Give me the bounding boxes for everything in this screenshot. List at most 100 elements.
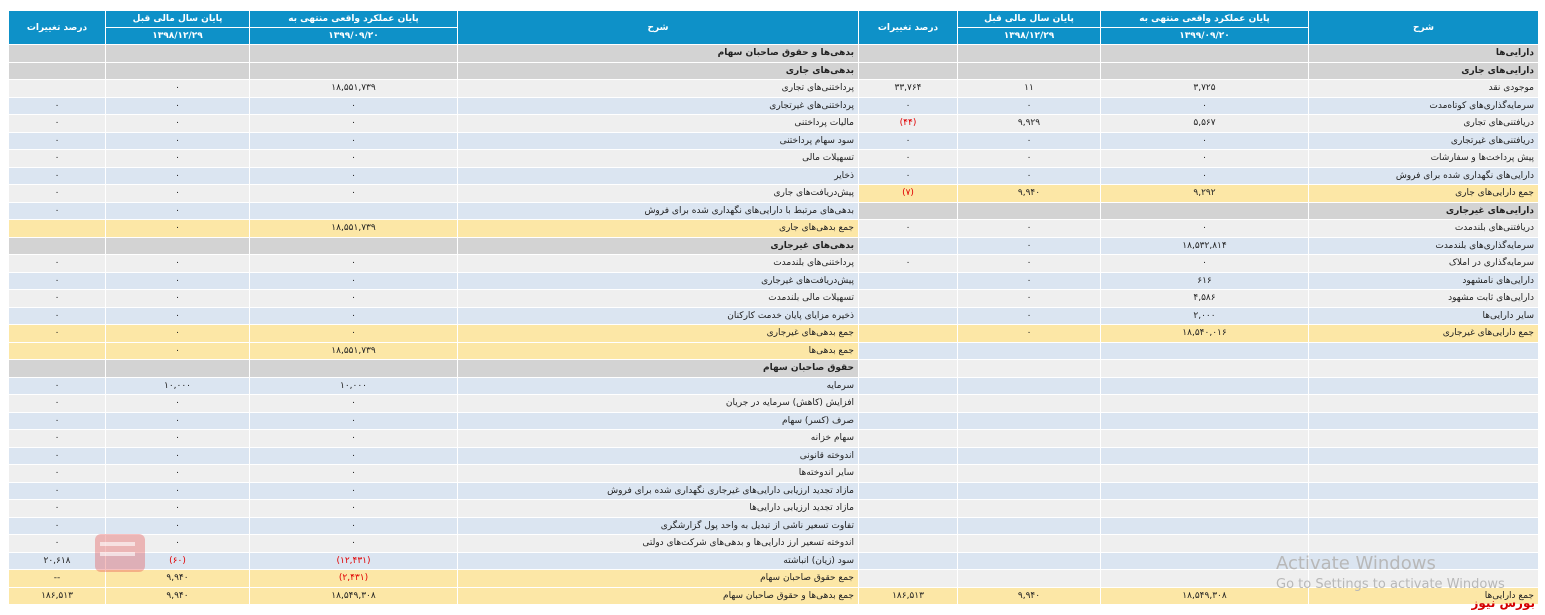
cell-value: ۰ — [175, 538, 180, 549]
value-cell: ۳,۷۲۵ — [1100, 79, 1309, 98]
cell-value: ۰ — [54, 153, 60, 164]
cell-value: ۹,۹۴۰ — [1017, 590, 1041, 601]
watermark-title: Activate Windows — [1276, 553, 1436, 574]
value-cell — [1100, 376, 1309, 395]
value-cell: ۱۸,۵۴۰,۰۱۶ — [1100, 324, 1309, 343]
value-cell: ۰ — [8, 446, 106, 465]
row-label — [1308, 464, 1539, 483]
section-label: دارایی‌های جاری — [1308, 61, 1539, 80]
cell-value: ۰ — [54, 503, 60, 514]
cell-value: ۰ — [54, 538, 60, 549]
value-cell — [1100, 534, 1309, 553]
row-label: دریافتنی‌های تجاری — [1308, 114, 1539, 133]
table-row: سرمایه‌گذاری‌های بلندمدت ۱۸,۵۳۲,۸۱۴ ۰ بدهی‌… — [8, 236, 1539, 255]
table-row: دارایی‌های نگهداری شده برای فروش ۰ ۰ ۰ ذخایر… — [8, 166, 1539, 185]
table-row: جمع دارایی‌های غیرجاری ۱۸,۵۴۰,۰۱۶ ۰ جمع بده… — [8, 324, 1539, 343]
cell-value: ۱۸,۵۳۲,۸۱۴ — [1182, 240, 1227, 251]
value-cell — [1100, 411, 1309, 430]
cell-value: ۰ — [54, 520, 60, 531]
value-cell: ۰ — [957, 96, 1101, 115]
value-cell: ۰ — [105, 324, 250, 343]
cell-value: ۰ — [1202, 258, 1207, 269]
value-cell: ۰ — [8, 149, 106, 168]
value-cell — [957, 551, 1101, 570]
cell-value: ۹,۲۹۲ — [1193, 188, 1216, 199]
cell-value: ۹,۹۴۰ — [166, 573, 189, 584]
value-cell — [858, 446, 958, 465]
cell-value: ۰ — [54, 415, 60, 426]
cell-value: ۰ — [175, 205, 180, 216]
row-label — [1308, 481, 1539, 500]
value-cell: ۰ — [8, 324, 106, 343]
cell-value: ۰ — [54, 468, 60, 479]
cell-value: ۰ — [1026, 310, 1032, 321]
cell-value: ۰ — [175, 275, 180, 286]
value-cell — [957, 481, 1101, 500]
value-cell — [1100, 481, 1309, 500]
column-header: شرح — [1308, 10, 1539, 45]
value-cell — [1100, 569, 1309, 588]
row-label — [1308, 516, 1539, 535]
value-cell: ۱۸,۵۵۱,۷۳۹ — [249, 341, 458, 360]
header-row: شرح پایان عملکرد واقعی منتهی به پایان سال … — [8, 10, 1539, 45]
cell-value: ۰ — [1026, 100, 1032, 111]
table-row: پیش پرداخت‌ها و سفارشات ۰ ۰ ۰ تسهیلات مالی ۰ ۰… — [8, 149, 1539, 168]
row-label: سهام خزانه — [457, 429, 859, 448]
cell-value: ۱۸۶,۵۱۳ — [892, 590, 924, 601]
value-cell — [8, 44, 106, 63]
cell-value: ۱۸,۵۵۱,۷۳۹ — [331, 83, 376, 94]
value-cell: ۰ — [249, 394, 458, 413]
cell-value: ۰ — [351, 188, 356, 199]
value-cell: ۰ — [8, 254, 106, 273]
cell-value: ۰ — [1026, 240, 1032, 251]
value-cell: ۰ — [8, 464, 106, 483]
value-cell: ۰ — [957, 254, 1101, 273]
cell-value: ۰ — [351, 538, 356, 549]
section-label: دارایی‌ها — [1308, 44, 1539, 63]
cell-value: ۰ — [54, 450, 60, 461]
value-cell: ۰ — [8, 429, 106, 448]
row-label: سرمایه‌گذاری‌های بلندمدت — [1308, 236, 1539, 255]
cell-value: ۳۳,۷۶۴ — [894, 83, 922, 94]
value-cell: ۰ — [1100, 131, 1309, 150]
value-cell — [8, 61, 106, 80]
cell-value: ۰ — [54, 135, 60, 146]
value-cell: ۱۸,۵۵۱,۷۳۹ — [249, 79, 458, 98]
value-cell: ۱۸۶,۵۱۳ — [858, 586, 958, 605]
value-cell: (۱۲,۴۳۱) — [249, 551, 458, 570]
column-header: پایان سال مالی قبل — [957, 10, 1101, 28]
row-label: موجودی نقد — [1308, 79, 1539, 98]
value-cell: ۲۰,۶۱۸ — [8, 551, 106, 570]
value-cell: ۰ — [105, 114, 250, 133]
value-cell — [957, 61, 1101, 80]
row-label — [1308, 569, 1539, 588]
value-cell: ۴,۵۸۶ — [1100, 289, 1309, 308]
cell-value: ۰ — [54, 293, 60, 304]
value-cell: ۰ — [105, 481, 250, 500]
cell-value: ۰ — [54, 170, 60, 181]
row-label — [1308, 341, 1539, 360]
table-row: دریافتنی‌های غیرتجاری ۰ ۰ ۰ سود سهام پرداختن… — [8, 131, 1539, 150]
value-cell: ۰ — [105, 254, 250, 273]
table-row: سرمایه‌گذاری‌های کوتاه‌مدت ۰ ۰ ۰ پرداختنی‌ها… — [8, 96, 1539, 115]
row-label — [1308, 499, 1539, 518]
value-cell — [957, 44, 1101, 63]
row-label: بدهی‌های مرتبط با دارایی‌های نگهداری شده… — [457, 201, 859, 220]
value-cell: (۴۴) — [858, 114, 958, 133]
value-cell: ۰ — [858, 254, 958, 273]
value-cell: ۰ — [957, 271, 1101, 290]
value-cell: ۰ — [8, 411, 106, 430]
value-cell: ۰ — [105, 516, 250, 535]
cell-value: ۴,۵۸۶ — [1193, 293, 1216, 304]
cell-value: ۰ — [905, 153, 911, 164]
row-label: جمع دارایی‌های جاری — [1308, 184, 1539, 203]
table-row: مازاد تجدید ارزیابی دارایی‌ها ۰ ۰ ۰ — [8, 499, 1539, 518]
value-cell — [957, 499, 1101, 518]
row-label: مازاد تجدید ارزیابی دارایی‌های غیرجاری ن… — [457, 481, 859, 500]
value-cell: ۹,۲۹۲ — [1100, 184, 1309, 203]
value-cell: (۶۰) — [105, 551, 250, 570]
cell-value: ۰ — [1026, 328, 1032, 339]
table-row: جمع دارایی‌های جاری ۹,۲۹۲ ۹,۹۴۰ (۷) پیش‌دریا… — [8, 184, 1539, 203]
value-cell: ۰ — [8, 166, 106, 185]
value-cell: ۰ — [858, 96, 958, 115]
